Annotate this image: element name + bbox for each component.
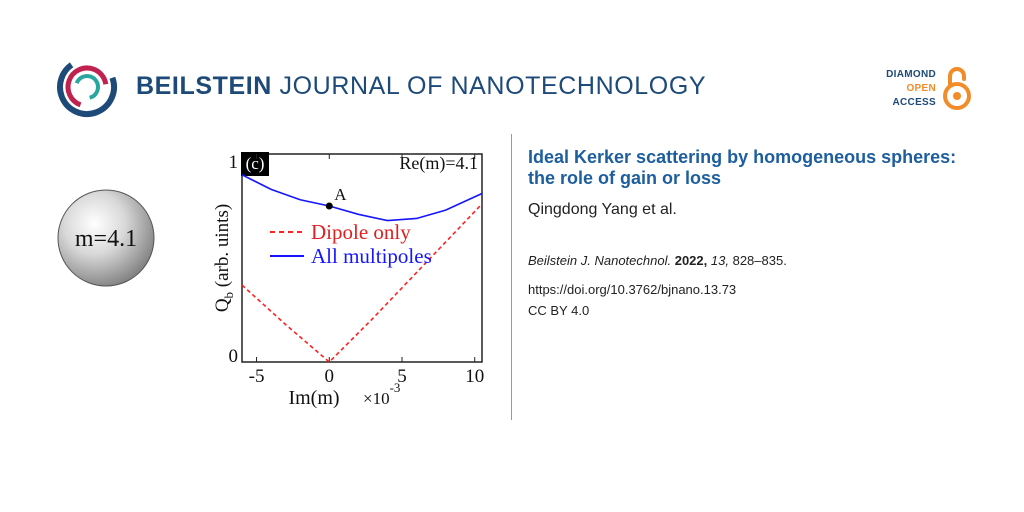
x-tick-label: 5	[397, 366, 407, 387]
series-line-2	[241, 174, 483, 222]
point-a-label: A	[334, 185, 347, 204]
x-axis-label: Im(m)	[288, 387, 339, 409]
graphical-abstract: m=4.1 (c) Re(m)=4.1 -5 0 5 10 1 0 A Dipole on…	[48, 136, 498, 416]
beilstein-logo-icon	[57, 57, 117, 117]
panel-label-box	[241, 152, 269, 176]
sphere	[57, 189, 155, 287]
article-authors: Qingdong Yang et al.	[528, 201, 677, 218]
y-tick-label: 1	[229, 152, 239, 173]
journal-name-bold: BEILSTEIN	[136, 72, 272, 100]
legend-multipole-label: All multipoles	[311, 244, 432, 268]
journal-name-rest: JOURNAL OF NANOTECHNOLOGY	[279, 72, 707, 100]
citation-journal: Beilstein J. Nanotechnol.	[528, 253, 672, 268]
plot-frame	[241, 153, 483, 363]
y-tick-label: 0	[229, 346, 239, 367]
journal-name[interactable]: BEILSTEIN JOURNAL OF NANOTECHNOLOGY	[136, 72, 706, 101]
article-citation: Beilstein J. Nanotechnol. 2022, 13, 828–…	[528, 253, 988, 268]
legend-dipole-label: Dipole only	[311, 220, 411, 244]
citation-year: 2022,	[674, 253, 708, 268]
panel-label: (c)	[246, 154, 265, 173]
badge-line-access: ACCESS	[892, 97, 936, 108]
citation-pages: 828–835.	[732, 253, 787, 268]
y-axis-label: Qb (arb. uints)	[212, 204, 236, 312]
article-license: CC BY 4.0	[528, 303, 590, 318]
article-title[interactable]: Ideal Kerker scattering by homogeneous s…	[528, 147, 957, 188]
x-tick-label: 10	[465, 366, 484, 387]
article-doi-link[interactable]: https://doi.org/10.3762/bjnano.13.73	[528, 282, 737, 297]
article-info: Ideal Kerker scattering by homogeneous s…	[528, 147, 988, 318]
journal-header: BEILSTEIN JOURNAL OF NANOTECHNOLOGY DIAM…	[56, 56, 976, 120]
point-a-marker	[325, 202, 333, 210]
diamond-open-access-badge: DIAMOND OPEN ACCESS	[876, 66, 976, 114]
x-tick-label: 0	[325, 366, 335, 387]
series-line-1	[241, 203, 483, 364]
series-layer	[241, 174, 483, 364]
sphere-label: m=4.1	[75, 226, 137, 252]
vertical-divider	[511, 134, 512, 420]
open-lock-icon	[943, 67, 971, 110]
badge-line-open: OPEN	[906, 83, 936, 94]
x-tick-label: -5	[249, 366, 265, 387]
badge-line-diamond: DIAMOND	[886, 69, 936, 80]
re-m-annotation: Re(m)=4.1	[399, 153, 478, 174]
citation-volume: 13,	[710, 253, 729, 268]
x-multiplier: ×10-3	[363, 380, 400, 408]
